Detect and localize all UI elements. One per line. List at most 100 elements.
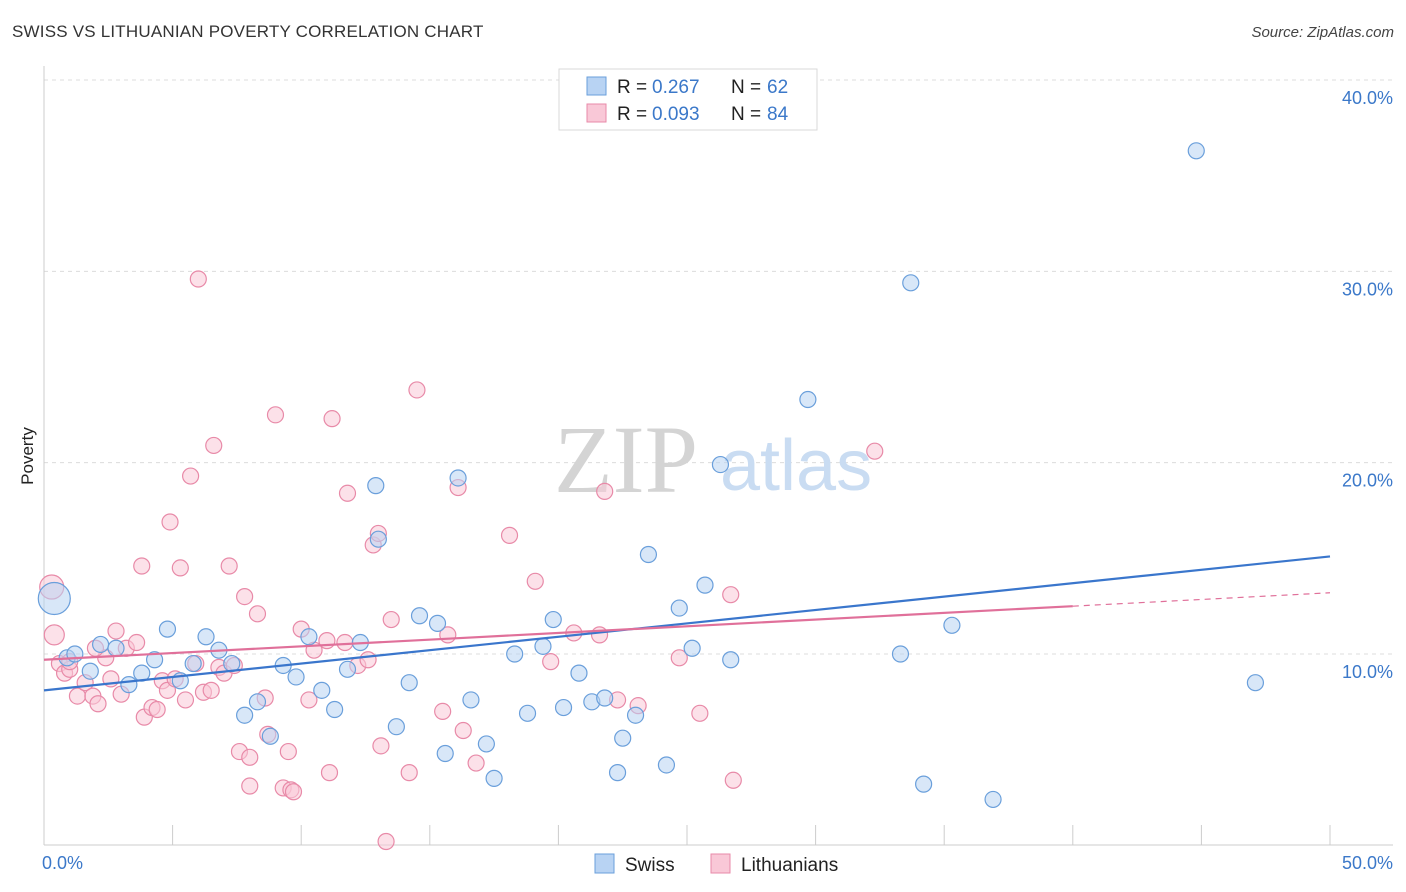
swiss-point [326,700,344,719]
lithuanians-point [241,748,259,766]
swiss-point [145,651,164,669]
lithuanians-r-label: R = [617,104,647,125]
watermark-zip: ZIP [554,406,698,513]
swiss-point [261,727,279,745]
swiss-point [287,668,305,686]
lithuanians-point [691,704,709,722]
lithuanians-trend-line [43,605,1073,661]
swiss-point [608,764,627,782]
source-label: Source: ZipAtlas.com [1251,24,1394,41]
lithuanians-point [323,410,341,428]
legend-swiss-swatch [594,853,615,874]
swiss-point [107,639,125,657]
swiss-point [428,614,447,632]
lithuanians-point [454,721,472,740]
lithuanians-point [133,557,151,575]
swiss-point [369,530,387,548]
swiss-point [534,637,552,655]
lithuanians-point [202,681,220,699]
lithuanians-point [182,467,200,485]
lithuanians-point [176,691,195,709]
swiss-point [367,477,385,495]
lithuanians-point [248,605,267,623]
y-tick-label: 40.0% [1342,88,1393,108]
legend-lithuanians-label: Lithuanians [741,855,838,876]
lithuanians-point [336,633,354,652]
watermark-atlas: atlas [720,426,872,506]
lithuanians-point [236,587,254,606]
swiss-point [657,756,676,774]
swiss-point [158,620,177,638]
lithuanians-point [189,270,207,288]
swiss-point [683,639,701,657]
swiss-point [711,455,730,474]
lithuanians-trend-extension [1072,592,1331,607]
lithuanians-point [107,622,125,640]
swiss-trend-line [43,555,1331,692]
lithuanians-points [39,270,884,851]
lithuanians-point [89,695,107,713]
lithuanians-point [670,649,688,667]
x-tick-label-max: 50.0% [1342,853,1393,873]
swiss-point [462,691,480,709]
swiss-r-value: 0.267 [652,77,700,98]
swiss-n-label: N = [731,77,761,98]
swiss-point [722,651,740,669]
lithuanians-point [320,764,339,782]
swiss-point [248,693,267,711]
swiss-point [696,576,714,594]
swiss-point [449,469,467,487]
lithuanians-point [171,559,189,577]
swiss-point [984,790,1002,809]
y-tick-label: 10.0% [1342,662,1393,682]
lithuanians-point [372,737,390,755]
swiss-point [1187,142,1205,160]
swiss-point [81,662,99,680]
swiss-point [184,654,202,673]
lithuanians-stat-swatch [586,103,607,123]
axes [43,66,1393,846]
lithuanians-point [300,691,318,709]
swiss-point [300,628,318,646]
swiss-point [596,689,614,707]
lithuanians-point [400,764,418,782]
lithuanians-point [377,832,395,851]
swiss-point [37,581,71,616]
swiss-point [410,607,429,625]
lithuanians-point [338,484,357,502]
swiss-point [891,645,910,663]
lithuanians-point [359,651,377,669]
swiss-point [66,645,84,663]
lithuanians-point [408,381,426,399]
swiss-point [197,628,215,646]
swiss-point [338,660,357,678]
swiss-point [554,698,573,717]
swiss-point [313,681,331,699]
lithuanians-point [590,626,609,644]
lithuanians-point [241,777,259,795]
swiss-point [120,676,138,694]
y-tick-labels: 10.0% 20.0% 30.0% 40.0% [1342,88,1393,682]
swiss-point [400,674,418,692]
lithuanians-point [526,572,544,590]
lithuanians-point [866,442,884,460]
trend-lines [43,555,1331,692]
lithuanians-point [724,771,742,789]
swiss-stat-swatch [586,76,607,96]
x-tick-labels: 0.0% 50.0% [42,853,1393,873]
lithuanians-point [284,783,303,801]
chart-title: SWISS VS LITHUANIAN POVERTY CORRELATION … [12,22,484,41]
lithuanians-point [127,633,146,652]
swiss-point [387,718,405,736]
lithuanians-point [434,702,452,721]
legend-swiss-label: Swiss [625,855,675,876]
lithuanians-point [382,610,400,629]
swiss-point [91,635,110,654]
lithuanians-n-label: N = [731,104,761,125]
lithuanians-point [596,482,614,500]
lithuanians-point [148,700,166,719]
lithuanians-point [266,406,285,424]
lithuanians-point [467,754,485,772]
swiss-point [506,645,524,663]
